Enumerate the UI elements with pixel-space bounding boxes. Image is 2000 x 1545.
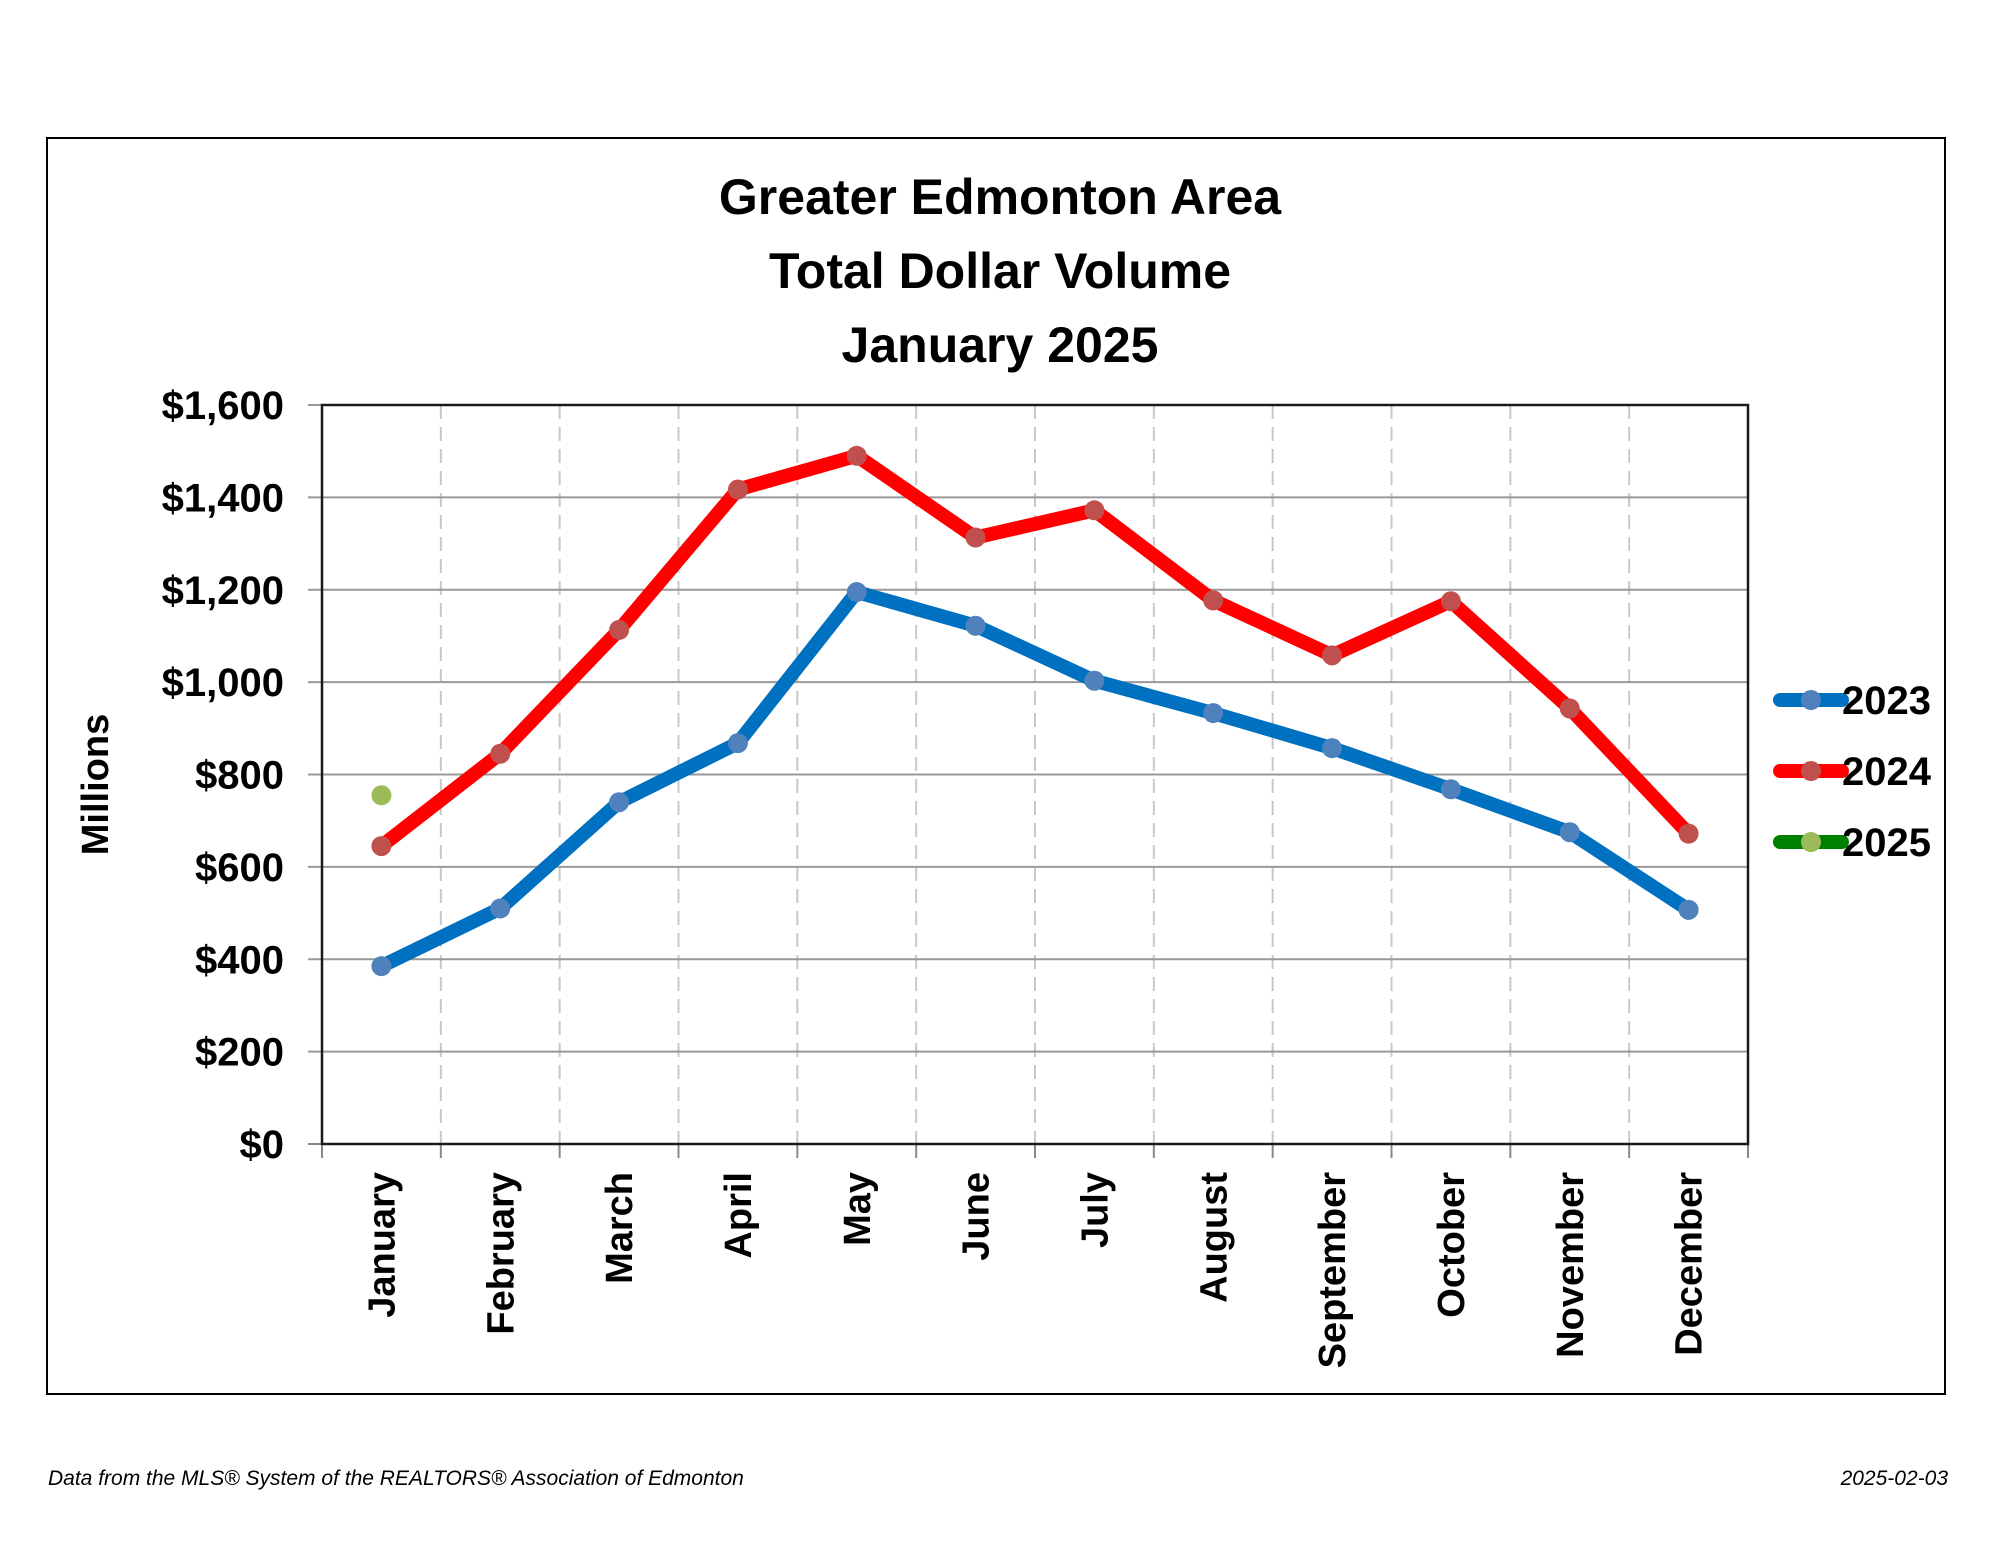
data-point-2024 [727, 479, 748, 500]
chart-title: Greater Edmonton Area Total Dollar Volum… [0, 160, 2000, 382]
report-date: 2025-02-03 [1840, 1467, 1948, 1490]
data-point-2023 [609, 792, 630, 813]
legend-marker-2024 [1801, 761, 1821, 781]
x-tick-label: April [718, 1172, 760, 1259]
x-tick-label: September [1312, 1172, 1354, 1369]
data-point-2023 [1440, 779, 1461, 800]
legend-label-2025: 2025 [1842, 821, 1931, 865]
x-tick-label: January [361, 1172, 403, 1318]
data-point-2024 [1084, 500, 1105, 521]
data-point-2023 [727, 733, 748, 754]
data-point-2023 [965, 615, 986, 636]
series-layer [371, 445, 1699, 977]
title-line-2: Total Dollar Volume [768, 243, 1232, 299]
data-point-2023 [1084, 670, 1105, 691]
legend-marker-2025 [1801, 832, 1821, 852]
y-axis-title: Millions [75, 714, 117, 855]
legend: 2023 2024 2025 [1773, 679, 1932, 865]
x-tick-label: December [1669, 1172, 1711, 1356]
data-point-2024 [846, 445, 867, 466]
y-tick-label: $1,200 [162, 569, 284, 613]
data-point-2023 [371, 956, 392, 977]
grid-layer [308, 404, 1748, 1145]
legend-label-2023: 2023 [1842, 679, 1931, 723]
data-point-2024 [965, 527, 986, 548]
x-tick-label: March [599, 1172, 641, 1284]
x-tick-label: November [1550, 1172, 1592, 1358]
data-source-note: Data from the MLS® System of the REALTOR… [48, 1467, 744, 1490]
title-line-3: January 2025 [841, 317, 1159, 373]
y-tick-label: $600 [195, 846, 284, 890]
data-point-2024 [1203, 590, 1224, 611]
y-tick-label: $400 [195, 938, 284, 982]
chart-frame [46, 137, 1946, 1395]
data-point-2024 [371, 836, 392, 857]
axis-layer [320, 403, 1750, 1158]
x-tick-label: October [1431, 1172, 1473, 1318]
data-point-2023 [1678, 899, 1699, 920]
y-tick-label: $800 [195, 754, 284, 798]
data-point-2024 [1678, 823, 1699, 844]
x-tick-label: July [1074, 1172, 1116, 1248]
x-tick-label: August [1193, 1172, 1235, 1303]
legend-marker-2023 [1801, 690, 1821, 710]
y-tick-label: $1,000 [162, 661, 284, 705]
plot-border [320, 403, 1750, 1146]
y-tick-label: $200 [195, 1031, 284, 1075]
data-point-2025 [371, 785, 392, 806]
x-tick-label: February [480, 1172, 522, 1335]
legend-label-2024: 2024 [1842, 750, 1932, 794]
data-point-2024 [1559, 698, 1580, 719]
title-line-1: Greater Edmonton Area [718, 169, 1282, 225]
data-point-2024 [490, 743, 511, 764]
x-tick-label: June [956, 1172, 998, 1261]
x-tick-label: May [837, 1172, 879, 1246]
data-point-2023 [846, 582, 867, 603]
data-point-2023 [490, 898, 511, 919]
series-line-2024 [374, 448, 1696, 854]
y-tick-label: $1,600 [162, 384, 284, 428]
y-tick-label: $0 [240, 1123, 285, 1167]
data-point-2024 [609, 619, 630, 640]
data-point-2024 [1322, 645, 1343, 666]
y-tick-label: $1,400 [162, 476, 284, 520]
label-layer: $0 $200 $400 $600 $800 $1,000 $1,200 $1,400 $1,6… [75, 384, 1711, 1368]
data-point-2024 [1440, 591, 1461, 612]
series-line-2023 [374, 585, 1696, 974]
data-point-2023 [1203, 703, 1224, 724]
data-point-2023 [1322, 738, 1343, 759]
data-point-2023 [1559, 822, 1580, 843]
